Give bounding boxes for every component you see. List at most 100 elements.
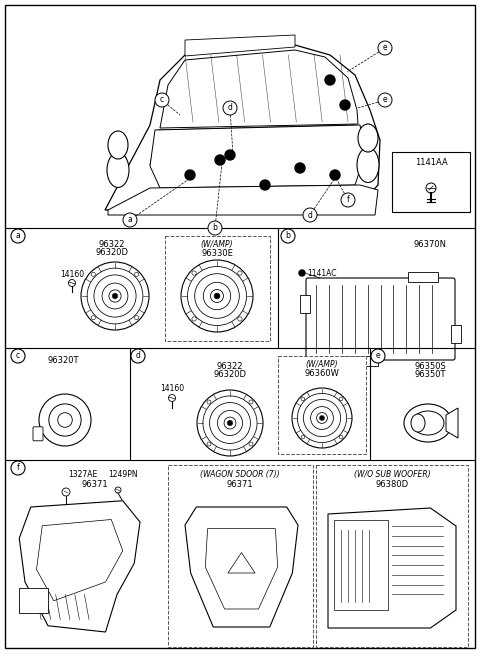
Circle shape [62, 488, 70, 496]
Text: f: f [347, 195, 349, 205]
Circle shape [378, 41, 392, 55]
Bar [408, 272, 438, 282]
Text: 96320T: 96320T [48, 356, 80, 365]
Text: 14160: 14160 [160, 384, 184, 393]
Circle shape [301, 436, 305, 439]
Text: e: e [383, 96, 387, 104]
Polygon shape [150, 125, 365, 188]
Circle shape [214, 293, 220, 299]
Bar [316, 465, 468, 647]
Ellipse shape [108, 131, 128, 159]
Bar [343, 356, 378, 366]
Circle shape [320, 416, 324, 420]
Circle shape [295, 163, 305, 173]
Bar [278, 356, 366, 454]
Circle shape [134, 316, 139, 319]
Circle shape [208, 221, 222, 235]
Text: d: d [135, 352, 141, 361]
Bar [168, 465, 313, 647]
Bar [165, 236, 270, 341]
Ellipse shape [411, 414, 425, 432]
Bar [335, 520, 388, 610]
Text: c: c [160, 96, 164, 104]
Ellipse shape [107, 152, 129, 188]
Polygon shape [105, 45, 380, 210]
Circle shape [228, 420, 233, 426]
Circle shape [207, 400, 211, 404]
Circle shape [91, 272, 96, 276]
Circle shape [115, 487, 121, 493]
Text: (W/AMP): (W/AMP) [306, 360, 338, 369]
Text: (W/O SUB WOOFER): (W/O SUB WOOFER) [354, 470, 430, 479]
Polygon shape [185, 507, 298, 627]
Circle shape [123, 213, 137, 227]
Circle shape [330, 170, 340, 180]
Bar [19, 588, 48, 613]
Circle shape [339, 397, 343, 401]
Circle shape [341, 193, 355, 207]
Text: 96322: 96322 [217, 362, 243, 371]
Circle shape [303, 208, 317, 222]
Circle shape [91, 316, 96, 319]
Polygon shape [108, 185, 378, 215]
Polygon shape [19, 501, 140, 632]
Circle shape [134, 272, 139, 276]
Text: a: a [128, 216, 132, 224]
Text: 96350S: 96350S [414, 362, 446, 371]
Polygon shape [160, 50, 358, 128]
Circle shape [238, 271, 242, 276]
Text: 96371: 96371 [227, 480, 253, 489]
Text: 1141AA: 1141AA [415, 158, 447, 167]
Text: (W/AMP): (W/AMP) [201, 240, 233, 249]
Ellipse shape [358, 124, 378, 152]
Circle shape [371, 349, 385, 363]
Bar [300, 295, 310, 313]
Circle shape [299, 270, 305, 276]
Text: f: f [17, 464, 19, 472]
FancyBboxPatch shape [33, 427, 43, 441]
Circle shape [155, 93, 169, 107]
Circle shape [112, 293, 118, 298]
Circle shape [238, 317, 242, 321]
Circle shape [192, 317, 196, 321]
Text: 96370N: 96370N [413, 240, 446, 249]
Circle shape [249, 400, 253, 404]
Text: 96330E: 96330E [201, 249, 233, 258]
Circle shape [69, 279, 75, 287]
Text: 96360W: 96360W [305, 369, 339, 378]
Text: 14160: 14160 [60, 270, 84, 279]
Ellipse shape [412, 411, 444, 435]
Polygon shape [150, 125, 365, 165]
Text: 96380D: 96380D [375, 480, 408, 489]
Circle shape [11, 349, 25, 363]
Circle shape [207, 442, 211, 446]
Text: 96320D: 96320D [214, 370, 247, 379]
Circle shape [185, 170, 195, 180]
Circle shape [426, 183, 436, 193]
Circle shape [292, 388, 352, 448]
Circle shape [260, 180, 270, 190]
Circle shape [223, 101, 237, 115]
Text: (WAGON 5DOOR (7)): (WAGON 5DOOR (7)) [200, 470, 280, 479]
Bar [451, 325, 461, 343]
Circle shape [340, 100, 350, 110]
Polygon shape [446, 408, 458, 438]
Circle shape [215, 155, 225, 165]
Circle shape [378, 93, 392, 107]
Circle shape [168, 394, 176, 401]
Text: d: d [308, 211, 312, 220]
Circle shape [225, 150, 235, 160]
Text: e: e [383, 43, 387, 52]
Polygon shape [328, 508, 456, 628]
Circle shape [301, 397, 305, 401]
Circle shape [192, 271, 196, 276]
Text: 1141AC: 1141AC [307, 268, 336, 277]
Ellipse shape [404, 404, 452, 442]
Circle shape [181, 260, 253, 332]
Ellipse shape [357, 148, 379, 182]
Circle shape [281, 229, 295, 243]
Circle shape [249, 442, 253, 446]
Text: d: d [228, 104, 232, 112]
Text: e: e [376, 352, 380, 361]
Circle shape [339, 436, 343, 439]
